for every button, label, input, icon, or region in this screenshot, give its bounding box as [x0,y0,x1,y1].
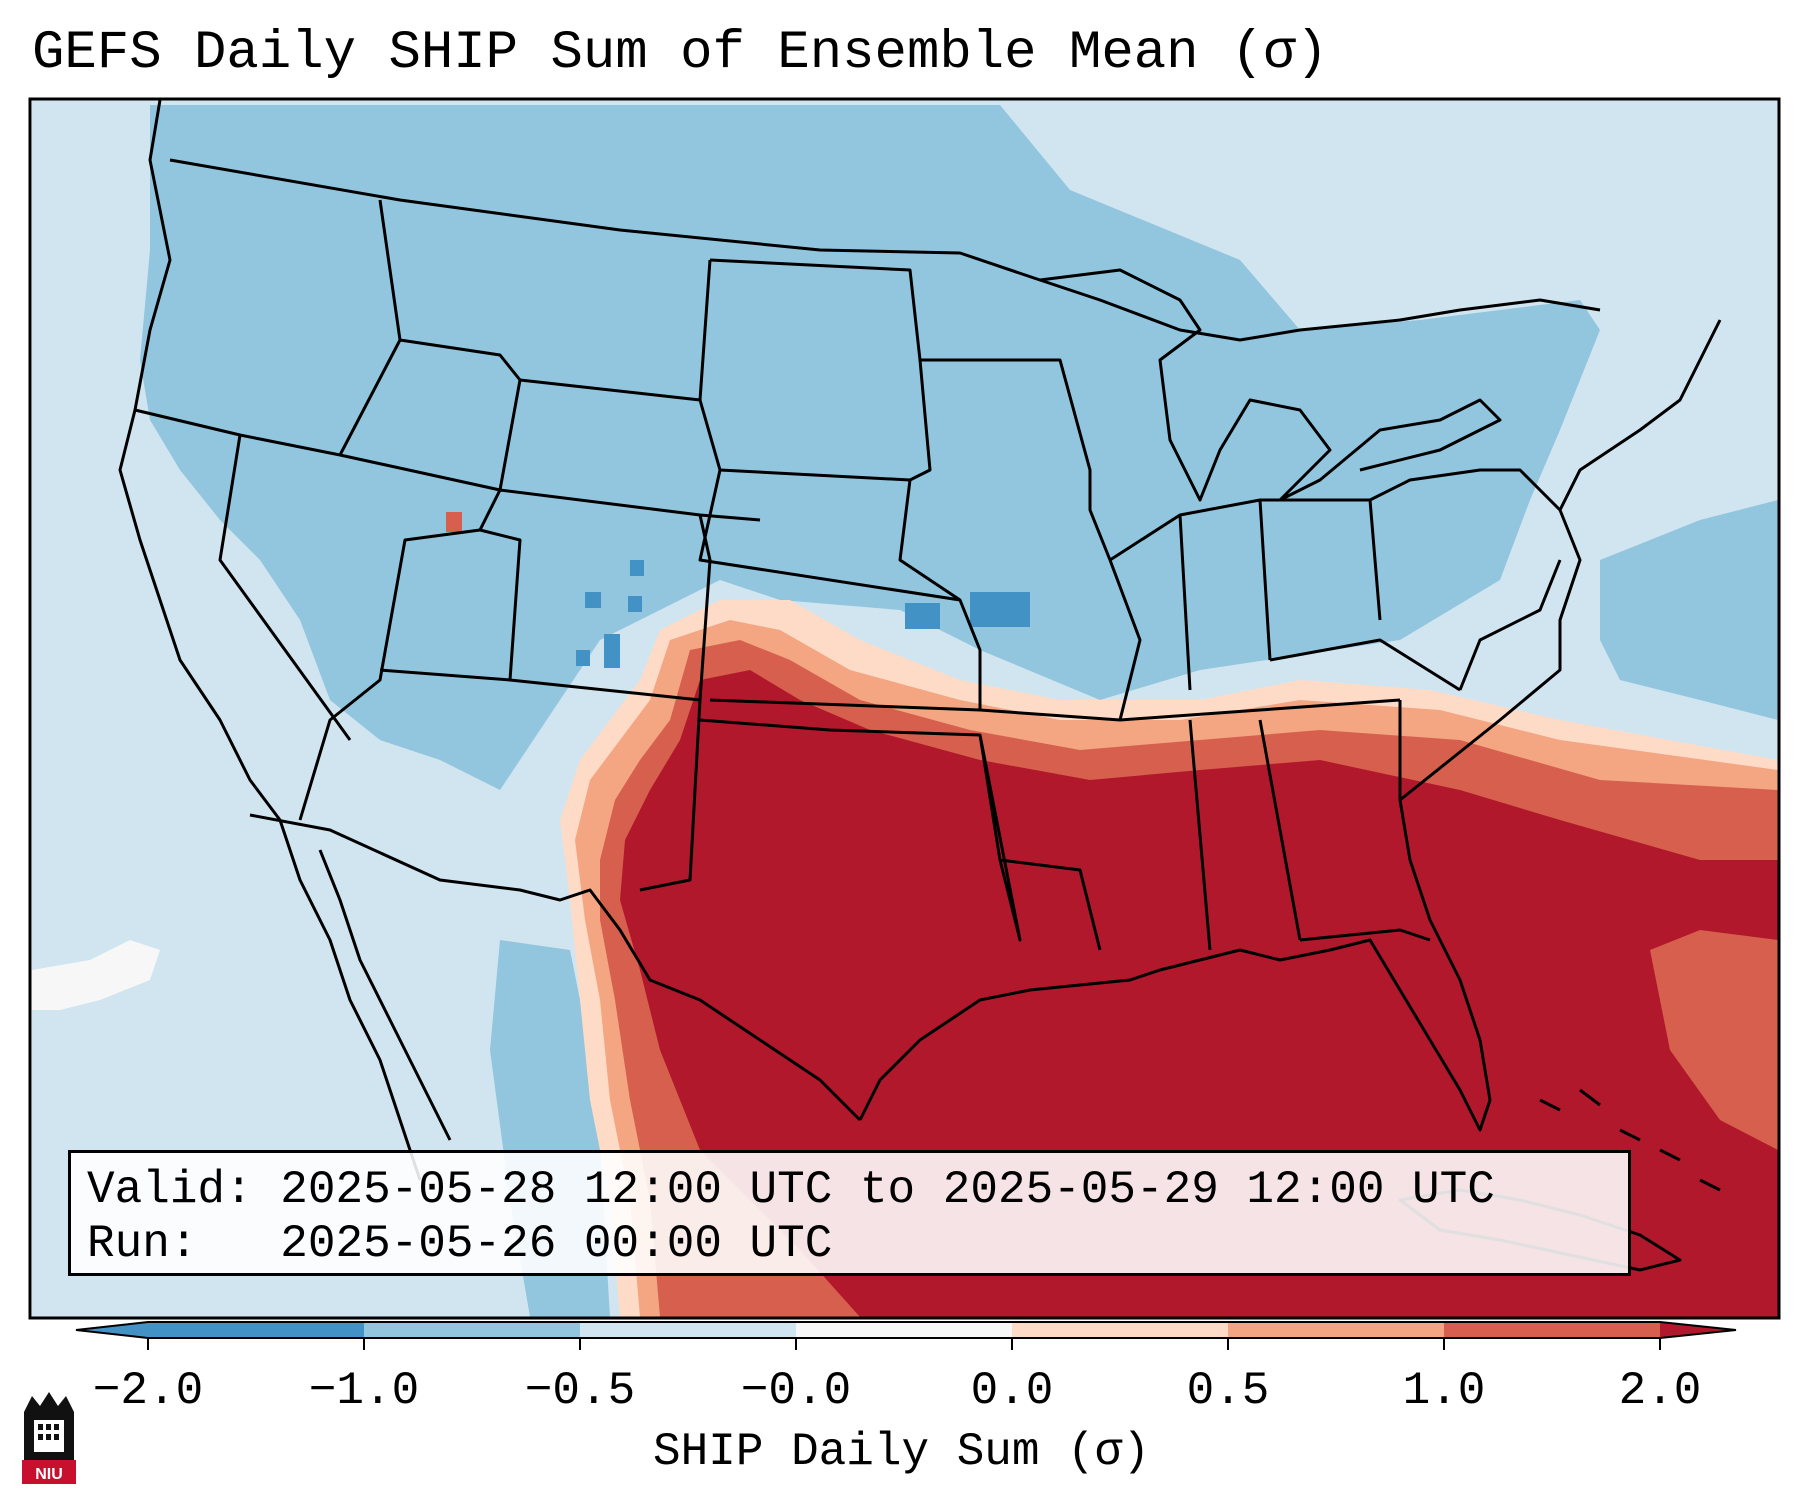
figure-title: GEFS Daily SHIP Sum of Ensemble Mean (σ) [32,23,1329,84]
field-cell [585,592,601,608]
field-cell [604,634,620,668]
colorbar-tick-label: 1.0 [1402,1365,1486,1417]
colorbar-tick-label: −0.0 [740,1365,852,1417]
colorbar-segment [1012,1322,1228,1338]
run-line: Run: 2025-05-26 00:00 UTC [87,1217,1612,1271]
east-coast [1399,319,1722,802]
map-frame [28,97,1781,1320]
colorbar [75,1321,1737,1350]
west-coast [118,100,422,1181]
state-lines-east [1109,468,1562,951]
us-canada-border [169,158,1601,342]
colorbar-segment [580,1322,796,1338]
colorbar-tick-label: 0.0 [970,1365,1054,1417]
colorbar-segment [148,1322,364,1338]
info-box: Valid: 2025-05-28 12:00 UTC to 2025-05-2… [68,1150,1631,1276]
map-area [32,100,1778,1317]
colorbar-tick-label: −0.5 [524,1365,636,1417]
field-cell [446,512,462,532]
great-lakes [1039,268,1502,502]
logo-text: NIU [35,1466,63,1483]
colorbar-tick-label: −2.0 [92,1365,204,1417]
gulf-coast [858,799,1492,1132]
field-cell [905,603,940,629]
run-label: Run: [87,1218,198,1270]
colorbar-segment [1444,1322,1660,1338]
valid-line: Valid: 2025-05-28 12:00 UTC to 2025-05-2… [87,1163,1612,1217]
field-negative-region-east [1600,500,1778,720]
run-value: 2025-05-26 00:00 UTC [280,1218,833,1270]
field-cell [576,650,590,666]
niu-logo: NIU [22,1392,76,1484]
field-cell [630,560,644,576]
colorbar-segment [1228,1322,1444,1338]
colorbar-segment [796,1322,1012,1338]
valid-label: Valid: [87,1164,253,1216]
field-negative-region [140,105,1600,790]
colorbar-tick-label: 0.5 [1186,1365,1270,1417]
colorbar-tick-label: −1.0 [308,1365,420,1417]
valid-value: 2025-05-28 12:00 UTC to 2025-05-29 12:00… [280,1164,1495,1216]
colorbar-tick-label: 2.0 [1618,1365,1702,1417]
field-cell [628,596,642,612]
colorbar-ticks [147,1338,1661,1350]
field-positive-strong-east [1650,930,1778,1150]
state-lines-west [134,199,911,821]
colorbar-extend-low [76,1322,148,1338]
state-lines-central [639,258,1401,951]
boundaries [118,100,1722,1272]
baja-coast [318,849,452,1141]
field-near-zero-patch [32,940,160,1010]
us-mexico-border [249,813,862,1122]
bahamas [1539,1088,1721,1192]
colorbar-extend-high [1660,1322,1736,1338]
colorbar-label: SHIP Daily Sum (σ) [653,1426,1150,1478]
field-cell [970,592,1030,627]
colorbar-segment [364,1322,580,1338]
